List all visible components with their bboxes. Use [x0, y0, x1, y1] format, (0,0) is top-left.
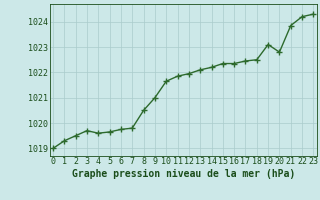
X-axis label: Graphe pression niveau de la mer (hPa): Graphe pression niveau de la mer (hPa)	[72, 169, 295, 179]
